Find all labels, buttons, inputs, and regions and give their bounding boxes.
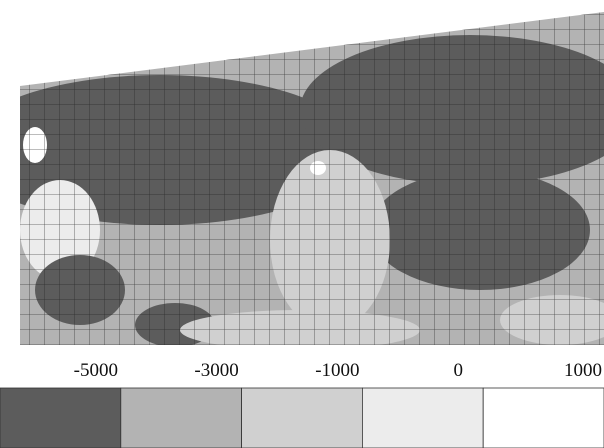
figure: -5000 -3000 -1000 0 1000	[0, 0, 604, 448]
colorbar-box	[0, 388, 121, 448]
colorbar: -5000 -3000 -1000 0 1000	[0, 360, 604, 448]
colorbar-box	[483, 388, 604, 448]
colorbar-box	[242, 388, 363, 448]
colorbar-label: 0	[453, 360, 463, 381]
map	[0, 0, 604, 350]
colorbar-label: -1000	[315, 360, 359, 381]
colorbar-label: -5000	[74, 360, 118, 381]
colorbar-label: -3000	[194, 360, 238, 381]
colorbar-box	[121, 388, 242, 448]
colorbar-label: 1000	[564, 360, 602, 381]
mesh-grid	[0, 0, 604, 350]
colorbar-box	[362, 388, 483, 448]
